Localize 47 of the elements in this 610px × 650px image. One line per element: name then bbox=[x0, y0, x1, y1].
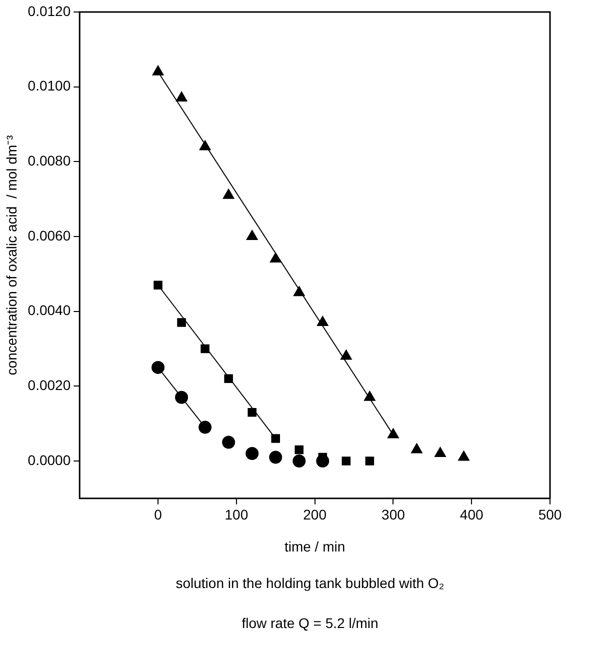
point bbox=[176, 92, 188, 102]
point bbox=[246, 230, 258, 240]
text: solution in the holding tank bubbled with O₂ bbox=[174, 575, 446, 591]
point bbox=[434, 447, 446, 457]
y-tick-label: 0.0000 bbox=[28, 452, 71, 468]
y-tick-label: 0.0040 bbox=[28, 302, 71, 318]
point bbox=[152, 360, 165, 374]
x-tick-label: 0 bbox=[154, 506, 162, 523]
point bbox=[222, 188, 234, 199]
point bbox=[199, 140, 211, 150]
point bbox=[364, 390, 376, 401]
point bbox=[152, 65, 164, 76]
point bbox=[177, 318, 186, 327]
point bbox=[293, 286, 305, 296]
point bbox=[246, 447, 259, 460]
x-tick-label: 100 bbox=[224, 506, 248, 523]
y-axis-title: concentration of oxalic acid / mol dm⁻³ bbox=[3, 134, 20, 376]
point bbox=[458, 450, 470, 461]
point bbox=[270, 252, 282, 262]
y-tick-label: 0.0100 bbox=[28, 78, 71, 94]
x-tick-label: 300 bbox=[382, 506, 406, 523]
y-tick-label: 0.0060 bbox=[28, 227, 71, 244]
x-tick-label: 500 bbox=[538, 506, 562, 523]
x-tick-label: 400 bbox=[460, 506, 484, 523]
y-tick-label: 0.0120 bbox=[28, 2, 71, 19]
point bbox=[200, 344, 210, 354]
point bbox=[154, 280, 162, 290]
point bbox=[198, 420, 212, 434]
point bbox=[248, 408, 256, 417]
y-tick-label: 0.0080 bbox=[28, 152, 71, 169]
point bbox=[294, 445, 304, 454]
point bbox=[175, 390, 188, 404]
point bbox=[316, 316, 328, 326]
point bbox=[411, 443, 422, 454]
point bbox=[271, 434, 280, 443]
text: flow rate Q = 5.2 l/min bbox=[240, 615, 380, 631]
y-tick-label: 0.0020 bbox=[28, 377, 71, 394]
point bbox=[269, 450, 282, 464]
point bbox=[342, 456, 351, 466]
point bbox=[340, 350, 352, 360]
point bbox=[365, 456, 374, 466]
point bbox=[388, 428, 399, 438]
point bbox=[224, 374, 233, 384]
point bbox=[292, 454, 306, 468]
point bbox=[222, 436, 236, 449]
x-axis-title: time / min bbox=[284, 538, 346, 554]
x-tick-label: 200 bbox=[303, 506, 327, 523]
